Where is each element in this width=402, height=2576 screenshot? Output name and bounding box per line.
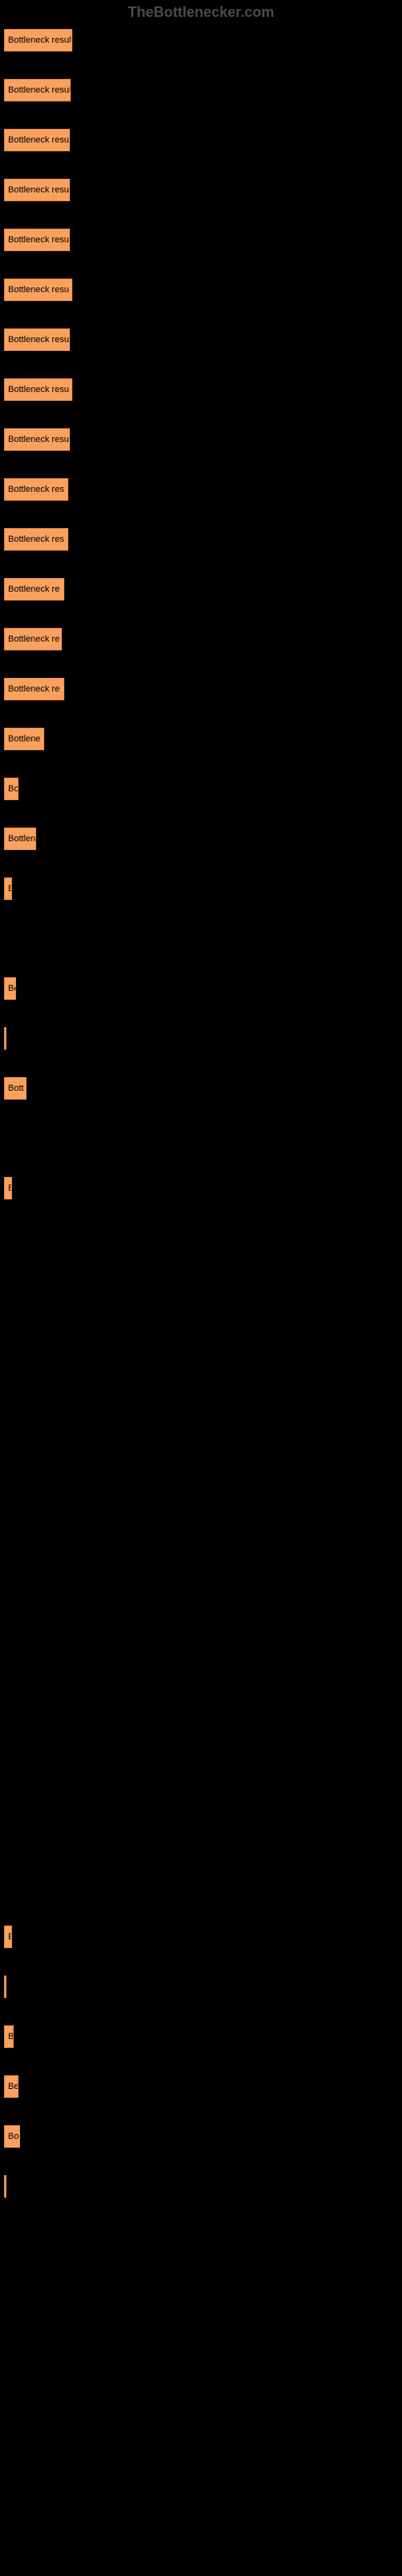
chart-bar: Bottlen bbox=[4, 828, 36, 850]
chart-bar: Bottleneck re bbox=[4, 578, 64, 601]
chart-bar: Bo bbox=[4, 2125, 20, 2148]
chart-bar: Bottleneck resul bbox=[4, 79, 71, 101]
bar-row bbox=[4, 1476, 398, 1499]
bar-row bbox=[4, 1127, 398, 1150]
watermark-text: TheBottlenecker.com bbox=[4, 4, 398, 21]
chart-bar bbox=[4, 1975, 6, 1998]
chart-bar bbox=[4, 2175, 6, 2198]
bar-row: Bottleneck resu bbox=[4, 279, 398, 301]
bar-row bbox=[4, 1726, 398, 1748]
bar-row bbox=[4, 1676, 398, 1699]
bar-row bbox=[4, 1277, 398, 1299]
bar-row bbox=[4, 1626, 398, 1649]
bar-row: Bottleneck resu bbox=[4, 428, 398, 451]
chart-bar: Bottleneck re bbox=[4, 628, 62, 650]
chart-bar: Bottleneck resu bbox=[4, 279, 72, 301]
bar-row: Bottleneck resu bbox=[4, 229, 398, 251]
bar-row: Bott bbox=[4, 1077, 398, 1100]
bar-row bbox=[4, 1327, 398, 1349]
chart-bar: Bottleneck resu bbox=[4, 428, 70, 451]
bar-row: Bo bbox=[4, 778, 398, 800]
chart-bar: E bbox=[4, 1926, 12, 1948]
bar-row: B bbox=[4, 2025, 398, 2048]
bar-row bbox=[4, 2175, 398, 2198]
chart-bar: Bottleneck resu bbox=[4, 229, 70, 251]
chart-bar: Bottleneck res bbox=[4, 528, 68, 551]
bar-row bbox=[4, 927, 398, 950]
chart-bar: Be bbox=[4, 2075, 18, 2098]
bar-row bbox=[4, 1776, 398, 1798]
bar-row bbox=[4, 1227, 398, 1249]
bar-row bbox=[4, 1526, 398, 1549]
bar-chart: Bottleneck result Bottleneck resul Bottlen… bbox=[4, 29, 398, 2198]
chart-bar: Be bbox=[4, 977, 16, 1000]
bar-row: Be bbox=[4, 977, 398, 1000]
bar-row bbox=[4, 1027, 398, 1050]
bar-row bbox=[4, 1975, 398, 1998]
bar-row: Bottleneck resu bbox=[4, 328, 398, 351]
bar-row: Bottleneck result bbox=[4, 29, 398, 52]
bar-row: Bottleneck re bbox=[4, 578, 398, 601]
chart-bar: Bott bbox=[4, 1077, 27, 1100]
bar-row: B bbox=[4, 877, 398, 900]
bar-row bbox=[4, 1426, 398, 1449]
bar-row: Be bbox=[4, 2075, 398, 2098]
chart-bar: Bottleneck res bbox=[4, 478, 68, 501]
bar-row bbox=[4, 1826, 398, 1848]
chart-bar: Bottleneck resu bbox=[4, 179, 70, 201]
bar-row: Bo bbox=[4, 2125, 398, 2148]
bar-row: Bottleneck resul bbox=[4, 79, 398, 101]
chart-bar: Bottlene bbox=[4, 728, 44, 750]
chart-bar: Bottleneck resu bbox=[4, 129, 70, 151]
chart-bar: B bbox=[4, 877, 12, 900]
bar-row: Bottleneck resu bbox=[4, 179, 398, 201]
chart-bar bbox=[4, 1027, 6, 1050]
chart-bar: Bottleneck result bbox=[4, 29, 72, 52]
bar-row: Bottleneck resu bbox=[4, 378, 398, 401]
bar-row: Bottlene bbox=[4, 728, 398, 750]
bar-row: Bottleneck re bbox=[4, 678, 398, 700]
bar-row bbox=[4, 1876, 398, 1898]
bar-row: E bbox=[4, 1177, 398, 1199]
bar-row bbox=[4, 1377, 398, 1399]
bar-row: Bottleneck resu bbox=[4, 129, 398, 151]
bar-row: Bottleneck res bbox=[4, 528, 398, 551]
chart-bar: Bottleneck resu bbox=[4, 328, 70, 351]
bar-row: Bottleneck re bbox=[4, 628, 398, 650]
chart-bar: Bo bbox=[4, 778, 18, 800]
bar-row: Bottlen bbox=[4, 828, 398, 850]
chart-bar: E bbox=[4, 1177, 12, 1199]
chart-bar: Bottleneck re bbox=[4, 678, 64, 700]
chart-bar: Bottleneck resu bbox=[4, 378, 72, 401]
chart-bar: B bbox=[4, 2025, 14, 2048]
bar-row: Bottleneck res bbox=[4, 478, 398, 501]
bar-row: E bbox=[4, 1926, 398, 1948]
bar-row bbox=[4, 1576, 398, 1599]
